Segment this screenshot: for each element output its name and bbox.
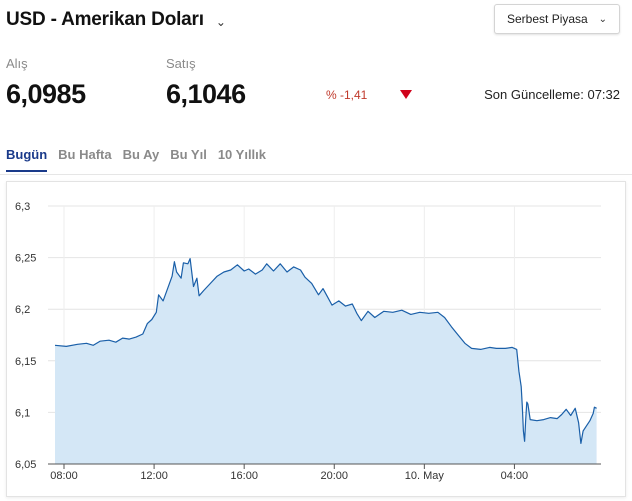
market-select-button[interactable]: Serbest Piyasa ⌄ — [494, 4, 620, 34]
last-update: Son Güncelleme: 07:32 — [484, 87, 620, 102]
price-area — [55, 258, 597, 464]
x-tick-label: 08:00 — [50, 470, 78, 482]
x-tick-label: 16:00 — [230, 470, 258, 482]
title-row[interactable]: USD - Amerikan Doları ⌄ — [6, 9, 226, 31]
y-tick-label: 6,05 — [15, 459, 36, 471]
buy-value: 6,0985 — [6, 79, 86, 109]
y-tick-label: 6,3 — [15, 201, 30, 213]
y-tick-label: 6,15 — [15, 356, 36, 368]
market-chevron-down-icon: ⌄ — [598, 13, 607, 25]
price-line — [54, 258, 597, 444]
period-tabs: Bugün Bu Hafta Bu Ay Bu Yıl 10 Yıllık — [6, 147, 277, 172]
tabs-divider — [0, 174, 632, 175]
y-tick-label: 6,2 — [15, 304, 30, 316]
tab-this-month[interactable]: Bu Ay — [122, 147, 160, 162]
tab-this-year[interactable]: Bu Yıl — [170, 147, 207, 162]
currency-title: USD - Amerikan Doları — [6, 9, 204, 30]
x-tick-label: 04:00 — [501, 470, 529, 482]
buy-label: Alış — [6, 56, 28, 71]
x-tick-label: 20:00 — [320, 470, 348, 482]
tab-this-week[interactable]: Bu Hafta — [58, 147, 112, 162]
sell-label: Satış — [166, 56, 196, 71]
market-select-label: Serbest Piyasa — [507, 12, 588, 26]
sell-value: 6,1046 — [166, 79, 246, 109]
y-tick-label: 6,25 — [15, 253, 36, 265]
x-tick-label: 10. May — [405, 470, 445, 482]
tab-today[interactable]: Bugün — [6, 147, 48, 172]
change-percent: % -1,41 — [326, 88, 368, 102]
x-tick-label: 12:00 — [140, 470, 168, 482]
y-tick-label: 6,1 — [15, 407, 30, 419]
down-arrow-icon — [400, 90, 412, 99]
tab-10-years[interactable]: 10 Yıllık — [217, 147, 267, 162]
price-chart[interactable]: 6,3 6,25 6,2 6,15 6,1 6,05 08:00 12:00 16:00 20:0… — [7, 182, 625, 496]
chart-container[interactable]: 6,3 6,25 6,2 6,15 6,1 6,05 08:00 12:00 16:00 20:0… — [6, 181, 626, 497]
currency-chevron-down-icon[interactable]: ⌄ — [215, 15, 226, 29]
